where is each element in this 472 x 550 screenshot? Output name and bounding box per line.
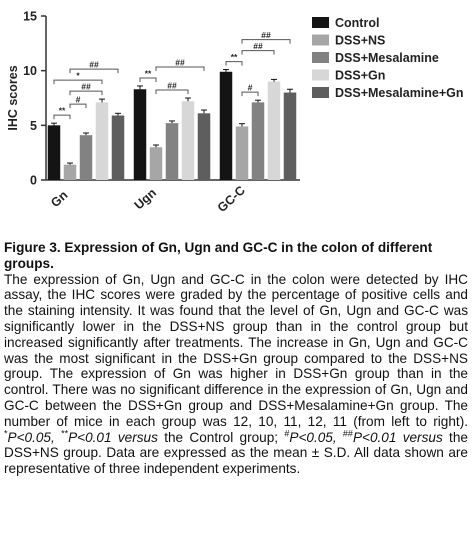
significance-label: ##	[261, 30, 271, 40]
significance-bracket	[69, 103, 87, 109]
significance-label: ##	[253, 41, 263, 51]
sig-mark-p005-ns: #	[284, 428, 290, 439]
y-tick-label: 10	[23, 64, 37, 78]
versus-2: versus	[402, 429, 443, 445]
bar	[95, 102, 109, 180]
bar	[283, 92, 297, 180]
y-tick-label: 5	[30, 119, 37, 133]
legend-label: Control	[335, 16, 379, 30]
legend-swatch	[312, 52, 329, 63]
significance-bracket	[241, 50, 275, 55]
p-value-3: P<0.05,	[289, 429, 343, 445]
significance-label: **	[231, 52, 238, 62]
p-value-4: P<0.01	[352, 429, 403, 445]
significance-bracket	[69, 68, 119, 74]
p-value-1: P<0.05,	[7, 429, 62, 445]
p-value-2: P<0.01	[68, 429, 118, 445]
legend-label: DSS+Mesalamine	[335, 51, 439, 65]
y-axis-label: IHC scores	[6, 65, 20, 130]
bar	[267, 81, 281, 180]
legend-swatch	[312, 87, 329, 98]
significance-bracket	[225, 61, 243, 66]
figure-caption: Figure 3. Expression of Gn, Ugn and GC-C…	[4, 240, 468, 477]
caption-title: Figure 3. Expression of Gn, Ugn and GC-C…	[4, 240, 433, 271]
legend-swatch	[312, 17, 329, 28]
significance-label: ##	[89, 60, 99, 70]
significance-label: **	[59, 106, 66, 116]
significance-label: ##	[167, 81, 177, 91]
sig-mark-p001-ns: ##	[342, 428, 353, 439]
x-tick-label: GC-C	[215, 183, 248, 215]
significance-bracket	[155, 89, 189, 94]
significance-label: **	[145, 68, 152, 78]
legend-label: DSS+Gn	[335, 69, 385, 83]
legend-label: DSS+Mesalamine+Gn	[335, 86, 464, 100]
bar	[181, 101, 195, 180]
significance-bracket	[53, 79, 103, 85]
significance-bracket	[69, 90, 103, 96]
significance-bracket	[241, 39, 291, 44]
bar	[149, 147, 163, 180]
significance-label: ##	[81, 82, 91, 92]
sig-mark-p005-control: *	[4, 428, 8, 439]
significance-bracket	[139, 77, 157, 82]
legend-label: DSS+NS	[335, 34, 385, 48]
significance-bracket	[241, 91, 259, 97]
caption-control-text: the Control group;	[157, 429, 285, 445]
bar	[79, 135, 93, 180]
bar	[251, 102, 265, 180]
caption-text-1: The expression of Gn, Ugn and GC-C in th…	[4, 271, 468, 429]
significance-bracket	[53, 114, 71, 120]
bar	[219, 71, 233, 180]
bar	[197, 113, 211, 180]
legend-swatch	[312, 69, 329, 81]
y-tick-label: 15	[23, 10, 37, 24]
bar	[63, 164, 77, 180]
x-tick-label: Ugn	[132, 186, 159, 213]
significance-label: #	[248, 83, 253, 93]
significance-label: *	[76, 71, 80, 81]
y-tick-label: 0	[30, 174, 37, 188]
bar	[235, 126, 249, 180]
bar	[47, 125, 61, 180]
significance-label: ##	[175, 57, 185, 67]
x-tick-label: Gn	[48, 188, 70, 210]
caption-body: The expression of Gn, Ugn and GC-C in th…	[4, 272, 468, 477]
bar	[111, 115, 125, 180]
versus-1: versus	[117, 429, 158, 445]
legend-swatch	[312, 34, 329, 46]
sig-mark-p001-control: **	[61, 428, 69, 439]
bar	[165, 123, 179, 180]
significance-label: #	[76, 95, 81, 105]
figure-panel: 0 5 10 15 IHC scores Gn Ugn GC-C ** # ## * ## ** ## ## *…	[0, 0, 472, 236]
significance-bracket	[155, 66, 205, 71]
caption-text-2: the DSS+NS group. Data are expressed as …	[4, 429, 468, 477]
bar	[133, 89, 147, 180]
